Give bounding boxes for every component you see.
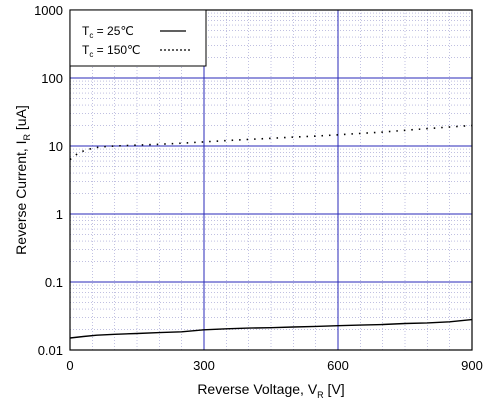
y-tick-label: 10 (49, 139, 63, 154)
y-tick-label: 1000 (34, 3, 63, 18)
y-tick-label: 0.01 (38, 343, 63, 358)
x-tick-label: 900 (461, 358, 483, 373)
legend: Tc = 25℃ Tc = 150℃ (70, 10, 206, 66)
y-tick-label: 1 (56, 207, 63, 222)
y-tick-labels: 0.01 0.1 1 10 100 1000 (34, 3, 63, 358)
y-tick-label: 0.1 (45, 275, 63, 290)
x-axis-title: Reverse Voltage, VR [V] (197, 381, 344, 400)
x-tick-label: 600 (327, 358, 349, 373)
x-tick-label: 0 (66, 358, 73, 373)
y-axis-title: Reverse Current, IR [uA] (13, 105, 32, 255)
x-tick-labels: 0 300 600 900 (66, 358, 482, 373)
x-tick-label: 300 (193, 358, 215, 373)
y-tick-label: 100 (41, 71, 63, 86)
